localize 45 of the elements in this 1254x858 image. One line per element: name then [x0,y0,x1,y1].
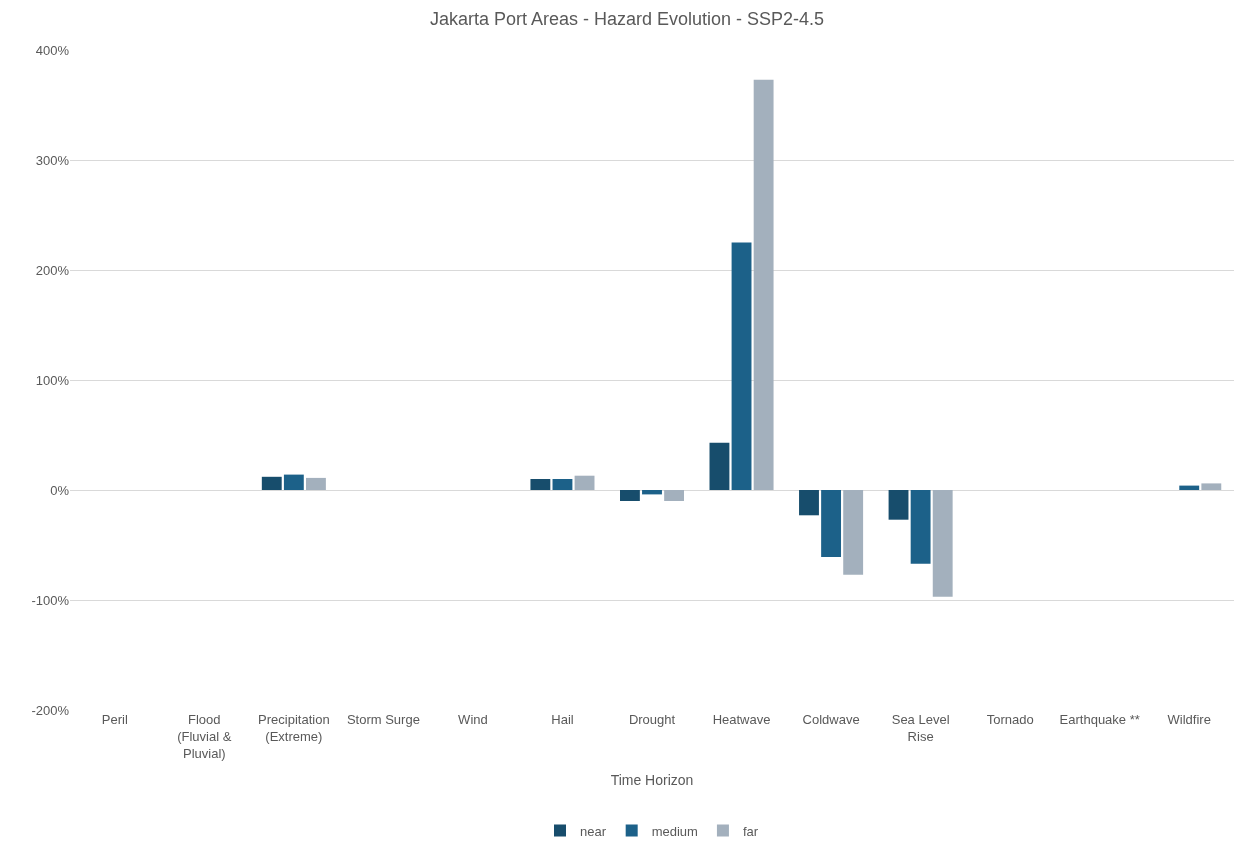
bar [843,490,864,575]
bar [305,477,326,490]
bar [530,479,551,490]
x-tick-label: Earthquake ** [1059,712,1140,727]
bar [753,79,774,490]
x-tick-label: Drought [628,712,676,727]
y-tick-label: -100% [31,592,70,608]
x-tick-label: Coldwave [802,712,860,727]
y-tick-label: -200% [31,702,70,718]
legend-label: medium [651,823,698,839]
y-tick-label: 300% [35,152,70,168]
bar [283,474,304,490]
bar [1179,485,1200,490]
bar [664,490,685,501]
bar [552,479,573,490]
x-tick-label: Heatwave [712,712,771,727]
bar [642,490,662,495]
x-tick-label: Storm Surge [346,712,420,727]
y-tick-label: 0% [50,482,70,498]
x-tick-label: Flood (Fluvial & Pluvial) [177,712,232,761]
x-tick-label: Sea Level Rise [891,712,950,744]
x-tick-label: Tornado [986,712,1034,727]
bar [709,442,730,490]
x-tick-label: Hail [551,712,574,727]
bar [574,475,595,490]
x-axis-title: Time Horizon [610,772,694,789]
y-tick-label: 100% [35,372,70,388]
x-tick-label: Wildfire [1167,712,1211,727]
bar [261,476,282,490]
y-tick-label: 400% [35,42,70,58]
x-tick-label: Precipitation (Extreme) [258,712,330,744]
y-tick-label: 200% [35,262,70,278]
legend-label: near [580,823,607,839]
bar [821,490,842,558]
x-tick-label: Peril [101,712,128,727]
bar [619,490,640,501]
bar [731,242,752,490]
bar [799,490,819,516]
bar [910,490,931,564]
legend-label: far [742,823,759,839]
bar [888,490,909,520]
chart-title: Jakarta Port Areas - Hazard Evolution - SSP2-4.5 [429,9,825,30]
bar [1201,483,1222,490]
bar [932,490,953,597]
x-tick-label: Wind [458,712,488,727]
